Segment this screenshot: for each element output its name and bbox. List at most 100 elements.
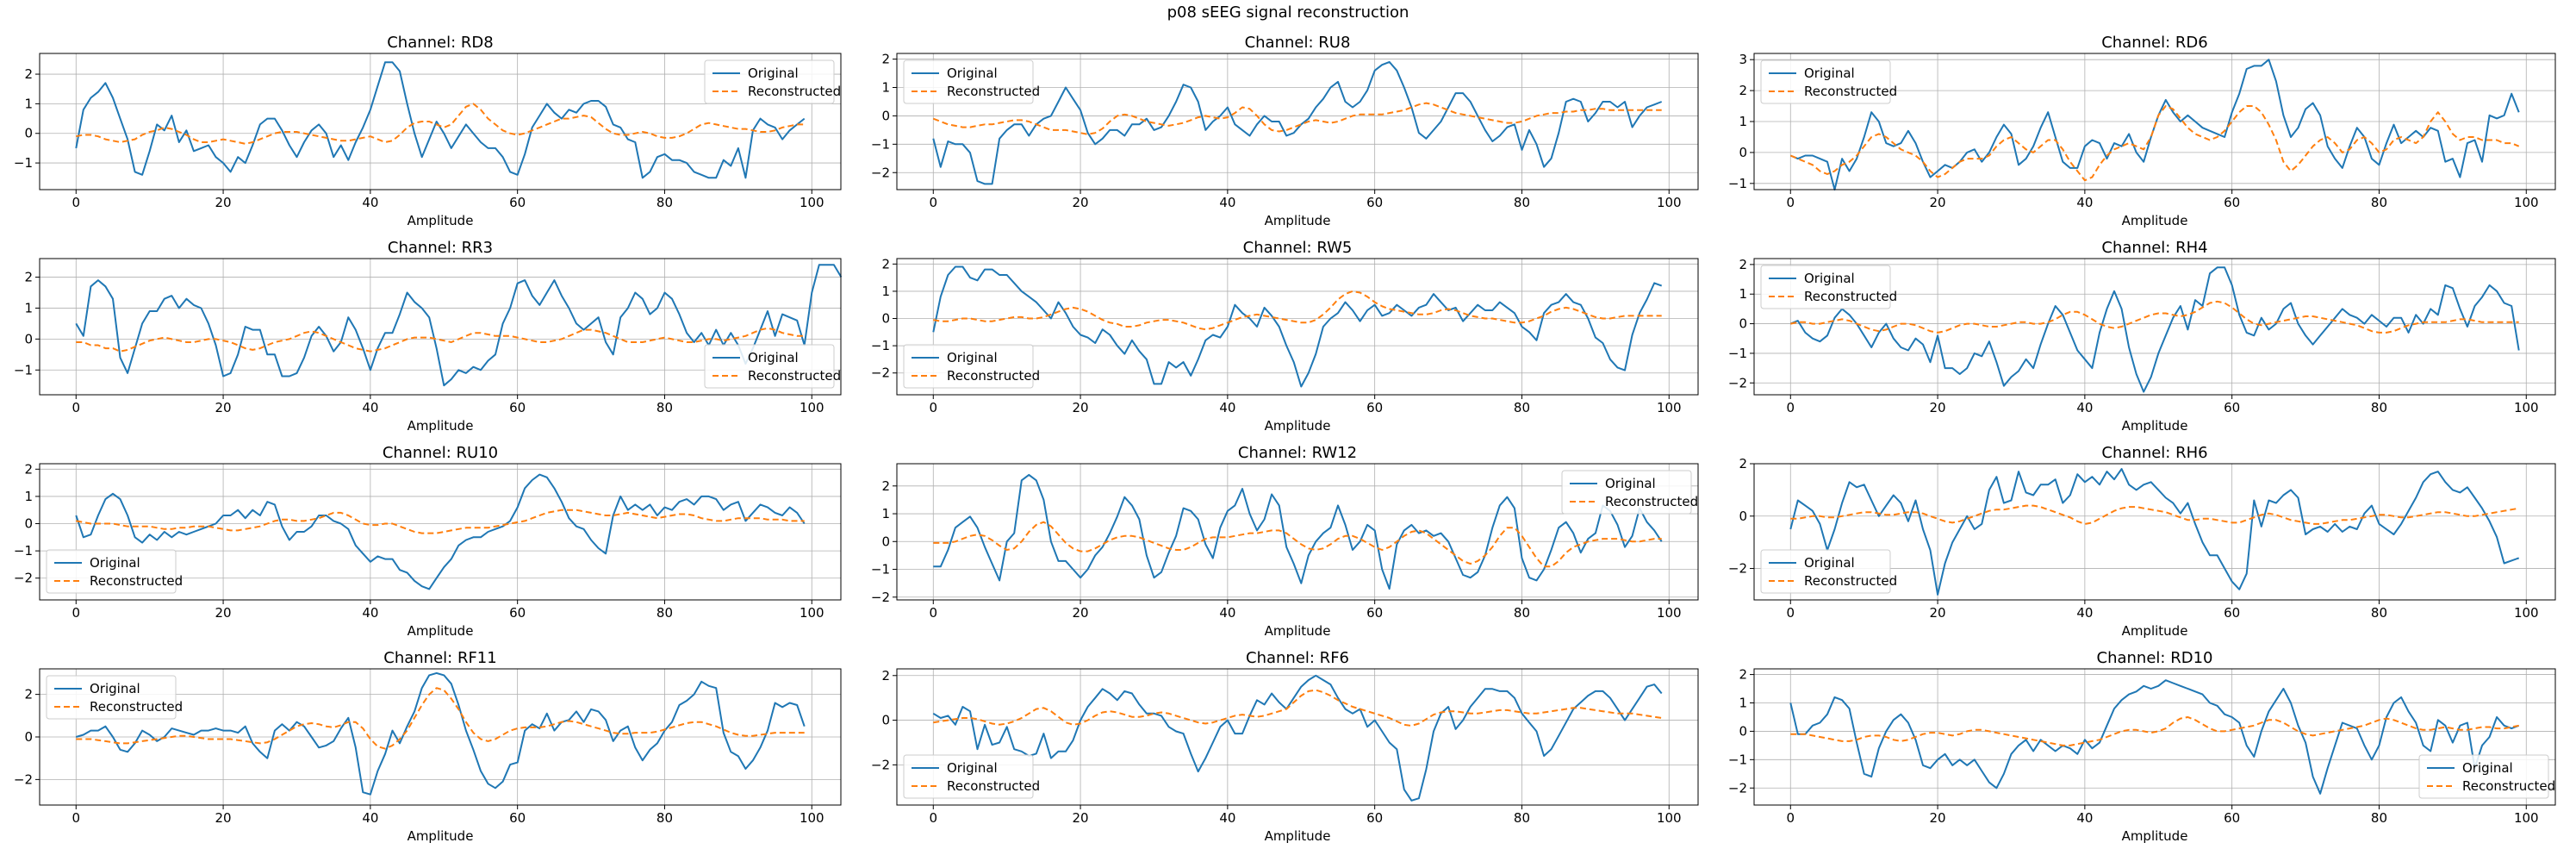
x-tick-label: 80	[656, 195, 673, 210]
x-axis-label: Amplitude	[2122, 213, 2188, 228]
x-tick-label: 0	[929, 605, 937, 621]
y-tick-label: 1	[881, 506, 890, 521]
y-tick-label: −1	[871, 136, 890, 152]
chart-title: Channel: RF6	[1246, 649, 1349, 667]
legend-label-original: Original	[90, 555, 140, 571]
x-tick-label: 20	[215, 605, 232, 621]
x-tick-label: 40	[362, 400, 378, 415]
y-tick-label: 0	[24, 516, 33, 532]
y-tick-label: 0	[881, 311, 890, 327]
chart-title: Channel: RD8	[387, 34, 494, 52]
x-tick-label: 80	[1514, 400, 1530, 415]
series-line-original	[76, 671, 806, 796]
x-tick-label: 20	[1930, 810, 1946, 826]
y-tick-label: −2	[1728, 780, 1747, 796]
chart-title: Channel: RD6	[2101, 34, 2208, 52]
plot-frame	[1753, 53, 2556, 190]
plot-frame	[1753, 258, 2556, 396]
x-axis-label: Amplitude	[408, 418, 474, 434]
x-axis-label: Amplitude	[2122, 623, 2188, 639]
x-tick-label: 40	[362, 605, 378, 621]
x-tick-label: 20	[215, 810, 232, 826]
x-tick-label: 20	[1930, 400, 1946, 415]
chart-title: Channel: RH4	[2101, 239, 2207, 257]
plot-frame	[39, 258, 842, 396]
x-tick-label: 20	[215, 195, 232, 210]
legend-label-reconstructed: Reconstructed	[2462, 778, 2555, 794]
legend-label-reconstructed: Reconstructed	[947, 778, 1040, 794]
x-axis-label: Amplitude	[2122, 418, 2188, 434]
x-tick-label: 40	[2076, 400, 2093, 415]
x-tick-label: 20	[1930, 195, 1946, 210]
series-line-original	[1789, 679, 2520, 795]
chart-title: Channel: RH6	[2101, 444, 2207, 462]
x-tick-label: 80	[2371, 400, 2387, 415]
plot-frame	[896, 258, 1699, 396]
y-tick-label: 2	[1739, 456, 1747, 471]
x-tick-label: 80	[1514, 605, 1530, 621]
y-tick-label: 2	[24, 461, 33, 477]
legend: Original Reconstructed	[903, 59, 1040, 104]
y-tick-label: 2	[1739, 257, 1747, 272]
series-line-original	[932, 674, 1663, 802]
y-tick-label: −1	[14, 362, 33, 378]
legend-box	[903, 59, 1034, 104]
x-tick-label: 80	[656, 605, 673, 621]
legend-box	[1760, 59, 1891, 104]
series-line-reconstructed	[76, 509, 805, 534]
legend-label-reconstructed: Reconstructed	[1804, 289, 1897, 304]
legend: Original Reconstructed	[1760, 549, 1897, 594]
y-tick-label: −2	[871, 365, 890, 381]
legend-label-reconstructed: Reconstructed	[90, 699, 183, 715]
series-line-original	[1789, 468, 2520, 596]
y-tick-label: 1	[881, 284, 890, 299]
x-tick-label: 60	[1366, 195, 1383, 210]
legend: Original Reconstructed	[1760, 265, 1897, 309]
legend: Original Reconstructed	[2418, 754, 2555, 799]
x-tick-label: 20	[1930, 605, 1946, 621]
x-axis-label: Amplitude	[1265, 418, 1331, 434]
x-tick-label: 0	[1786, 400, 1795, 415]
x-axis-label: Amplitude	[2122, 828, 2188, 844]
x-axis-label: Amplitude	[1265, 213, 1331, 228]
y-tick-label: 0	[24, 126, 33, 141]
x-tick-label: 80	[656, 400, 673, 415]
y-tick-label: −1	[14, 155, 33, 171]
series-line-original	[932, 60, 1663, 185]
x-tick-label: 60	[2224, 810, 2240, 826]
y-tick-label: 0	[881, 108, 890, 123]
x-tick-label: 0	[1786, 605, 1795, 621]
legend-label-reconstructed: Reconstructed	[1804, 573, 1897, 589]
y-tick-label: −1	[871, 562, 890, 577]
x-tick-label: 80	[1514, 810, 1530, 826]
y-tick-label: 2	[24, 66, 33, 82]
x-tick-label: 0	[1786, 810, 1795, 826]
y-tick-label: 3	[1739, 52, 1747, 67]
y-tick-label: −1	[1728, 346, 1747, 361]
x-tick-label: 60	[1366, 605, 1383, 621]
x-tick-label: 60	[509, 605, 526, 621]
y-tick-label: −1	[1728, 752, 1747, 767]
legend-label-original: Original	[90, 681, 140, 696]
y-tick-label: 2	[24, 687, 33, 702]
x-tick-label: 100	[2514, 400, 2539, 415]
legend-label-original: Original	[947, 760, 998, 776]
y-tick-label: 2	[1739, 667, 1747, 683]
x-tick-label: 80	[2371, 195, 2387, 210]
x-tick-label: 0	[929, 195, 937, 210]
x-tick-label: 40	[362, 195, 378, 210]
x-tick-label: 0	[72, 195, 80, 210]
legend: Original Reconstructed	[704, 344, 841, 389]
legend: Original Reconstructed	[903, 754, 1040, 799]
series-line-reconstructed	[1789, 105, 2520, 182]
x-tick-label: 80	[2371, 810, 2387, 826]
y-tick-label: −1	[871, 338, 890, 353]
series-line-original	[75, 264, 843, 387]
plot-frame	[39, 463, 842, 601]
x-tick-label: 40	[1219, 400, 1235, 415]
legend: Original Reconstructed	[46, 675, 183, 720]
